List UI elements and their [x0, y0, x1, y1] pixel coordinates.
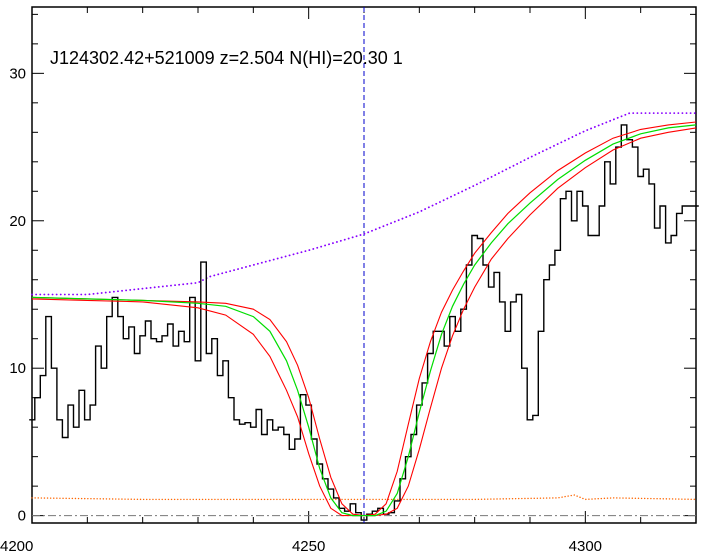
spectrum-line [29, 124, 699, 521]
chart-title: J124302.42+521009 z=2.504 N(HI)=20.30 1 [50, 48, 403, 68]
fit-upper-line [31, 121, 697, 517]
x-tick-label: 4300 [569, 538, 602, 555]
y-tick-label: 0 [18, 508, 26, 525]
reference-lines [32, 7, 696, 523]
axis-tick-labels: 4200 4250 4300 0 10 20 30 [0, 65, 602, 555]
x-tick-label: 4250 [292, 538, 325, 555]
fit-line [31, 124, 697, 517]
series-layer [29, 112, 699, 521]
error-line [31, 494, 697, 501]
x-tick-label: 4200 [0, 538, 33, 555]
y-tick-label: 20 [9, 213, 26, 230]
y-tick-label: 30 [9, 65, 26, 82]
fit-lower-line [31, 127, 697, 517]
continuum-line [31, 112, 697, 296]
y-tick-label: 10 [9, 360, 26, 377]
